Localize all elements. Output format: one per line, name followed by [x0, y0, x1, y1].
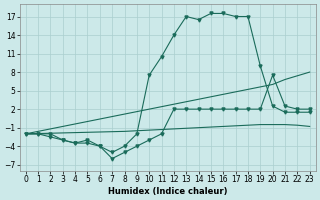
X-axis label: Humidex (Indice chaleur): Humidex (Indice chaleur): [108, 187, 228, 196]
